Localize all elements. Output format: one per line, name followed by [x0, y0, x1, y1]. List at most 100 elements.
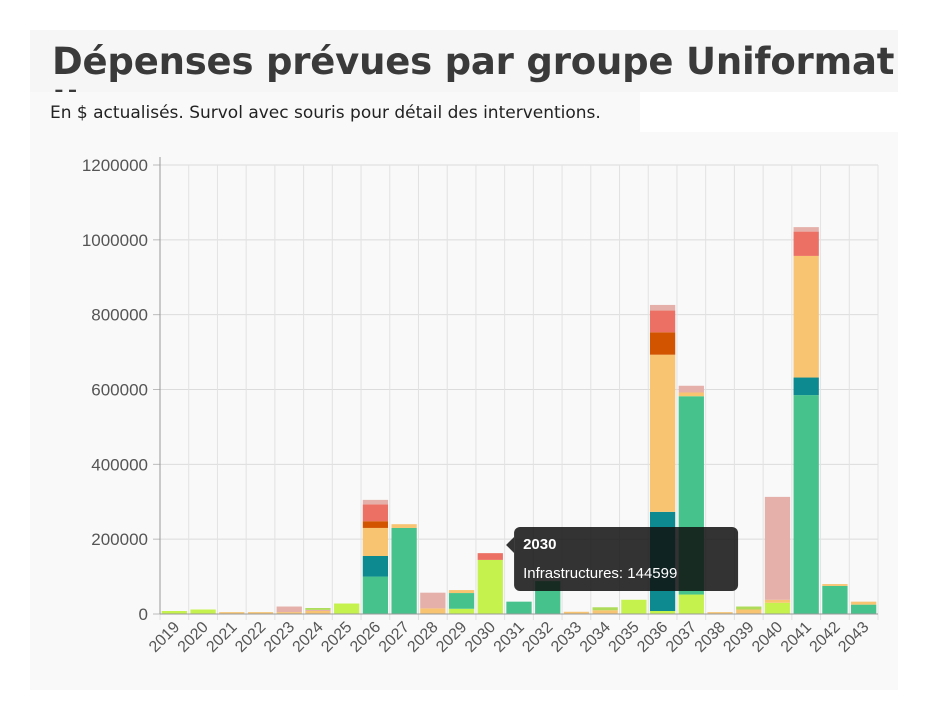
bar-segment-2024-7[interactable]	[305, 608, 331, 610]
bar-segment-2026-6[interactable]	[362, 499, 389, 505]
y-tick-label: 800000	[91, 306, 148, 325]
bar-segment-2027-3[interactable]	[391, 524, 417, 528]
x-tick-label: 2022	[232, 619, 269, 656]
bar-segment-2042-1[interactable]	[822, 585, 848, 614]
x-tick-label: 2042	[807, 619, 844, 656]
bar-segment-2031-1[interactable]	[506, 601, 532, 614]
bar-segment-2041-1[interactable]	[793, 395, 819, 614]
bar-segment-2022-3[interactable]	[247, 612, 274, 614]
bar-segment-2024-3[interactable]	[305, 611, 331, 614]
bar-segment-2020-0[interactable]	[190, 609, 216, 614]
grid-lines	[159, 164, 879, 620]
bar-segment-2043-3[interactable]	[851, 601, 877, 605]
bar-segment-2030-5[interactable]	[477, 553, 503, 560]
x-tick-label: 2030	[462, 619, 499, 656]
tooltip-title: 2030	[523, 536, 556, 553]
bar-segment-2029-0[interactable]	[448, 608, 475, 614]
x-tick-label: 2032	[519, 619, 556, 656]
x-tick-label: 2029	[433, 619, 470, 656]
x-tick-label: 2039	[720, 619, 757, 656]
y-axis: 0 200000 400000 600000 800000 1000000 1200000	[82, 156, 161, 624]
bar-segment-2036-6[interactable]	[649, 304, 676, 311]
bar-segment-2037-3[interactable]	[678, 392, 704, 397]
x-tick-label: 2023	[261, 619, 298, 656]
bar-segment-2039-7[interactable]	[736, 606, 762, 610]
x-tick-label: 2019	[146, 619, 183, 656]
x-tick-label: 2028	[404, 619, 441, 656]
bar-segment-2041-6[interactable]	[793, 227, 819, 232]
bar-segment-2026-5[interactable]	[362, 504, 389, 522]
x-tick-label: 2038	[692, 619, 729, 656]
x-tick-label: 2033	[548, 619, 585, 656]
bar-segment-2034-7[interactable]	[592, 607, 618, 611]
x-axis: 2019202020212022202320242025202620272028…	[146, 613, 878, 656]
y-tick-label: 1200000	[82, 156, 148, 175]
bar-segment-2024-6[interactable]	[305, 609, 331, 612]
chart-panel	[30, 30, 898, 690]
y-tick-label: 600000	[91, 381, 148, 400]
x-tick-label: 2041	[778, 619, 815, 656]
y-tick-label: 200000	[91, 530, 148, 549]
bar-segment-2026-4[interactable]	[362, 521, 389, 528]
bar-segment-2028-6[interactable]	[420, 592, 446, 609]
bar-segment-2041-2[interactable]	[793, 377, 819, 396]
bar-segment-2029-3[interactable]	[448, 590, 475, 594]
bar-segment-2041-5[interactable]	[793, 231, 819, 256]
bar-segment-2023-3[interactable]	[276, 612, 302, 614]
bar-segment-2042-3[interactable]	[822, 584, 848, 586]
bar-segment-2029-1[interactable]	[448, 593, 475, 609]
bar-segment-2028-3[interactable]	[420, 608, 446, 614]
bar-segment-2021-3[interactable]	[219, 612, 245, 614]
x-tick-label: 2025	[318, 619, 355, 656]
bar-segment-2040-0[interactable]	[764, 602, 791, 614]
y-tick-label: 0	[139, 605, 148, 624]
x-tick-label: 2021	[203, 619, 240, 656]
bar-segment-2027-1[interactable]	[391, 527, 417, 614]
bar-segment-2037-0[interactable]	[678, 594, 704, 614]
tooltip-arrow	[506, 536, 515, 553]
x-tick-label: 2037	[663, 619, 700, 656]
x-tick-label: 2034	[577, 619, 614, 656]
x-tick-label: 2024	[290, 619, 327, 656]
x-tick-label: 2043	[835, 619, 872, 656]
bar-segment-2040-3[interactable]	[764, 599, 791, 603]
page-title: Dépenses prévues par groupe Uniformat II	[52, 40, 895, 126]
bar-segment-2043-1[interactable]	[851, 604, 877, 614]
bar-segment-2019-0[interactable]	[161, 611, 187, 614]
bar-segment-2039-3[interactable]	[736, 609, 762, 614]
bar-segment-2036-5[interactable]	[649, 310, 676, 333]
hover-tooltip: 2030 Infrastructures: 144599	[506, 526, 739, 591]
x-tick-label: 2027	[376, 619, 413, 656]
x-tick-label: 2020	[175, 619, 212, 656]
x-tick-label: 2036	[634, 619, 671, 656]
bar-segment-2035-0[interactable]	[621, 599, 647, 614]
subtitle-right-background	[640, 92, 898, 132]
bar-segment-2037-6[interactable]	[678, 385, 704, 393]
bar-segment-2036-0[interactable]	[649, 611, 676, 614]
y-tick-label: 1000000	[82, 231, 148, 250]
bar-segment-2030-0[interactable]	[477, 559, 503, 614]
bar-segment-2026-2[interactable]	[362, 556, 389, 577]
tooltip-body: Infrastructures: 144599	[523, 565, 677, 582]
subtitle-background	[30, 92, 640, 132]
page-subtitle: En $ actualisés. Survol avec souris pour…	[50, 103, 601, 123]
bar-segment-2025-0[interactable]	[334, 603, 360, 614]
bar-segment-2033-3[interactable]	[563, 611, 590, 614]
bar-segment-2023-6[interactable]	[276, 606, 302, 613]
x-tick-label: 2040	[749, 619, 786, 656]
x-tick-label: 2026	[347, 619, 384, 656]
bar-segment-2036-3[interactable]	[649, 354, 676, 512]
x-tick-label: 2031	[491, 619, 528, 656]
bar-segment-2026-1[interactable]	[362, 576, 389, 614]
x-tick-label: 2035	[606, 619, 643, 656]
bar-segment-2040-6[interactable]	[764, 496, 791, 600]
bar-segment-2036-4[interactable]	[649, 332, 676, 355]
bar-segment-2038-3[interactable]	[707, 612, 733, 614]
bar-segment-2041-3[interactable]	[793, 255, 819, 378]
y-tick-label: 400000	[91, 455, 148, 474]
bar-segment-2034-3[interactable]	[592, 610, 618, 614]
tooltip-box	[514, 526, 739, 591]
title-background	[30, 30, 898, 92]
bar-segment-2026-3[interactable]	[362, 527, 389, 557]
